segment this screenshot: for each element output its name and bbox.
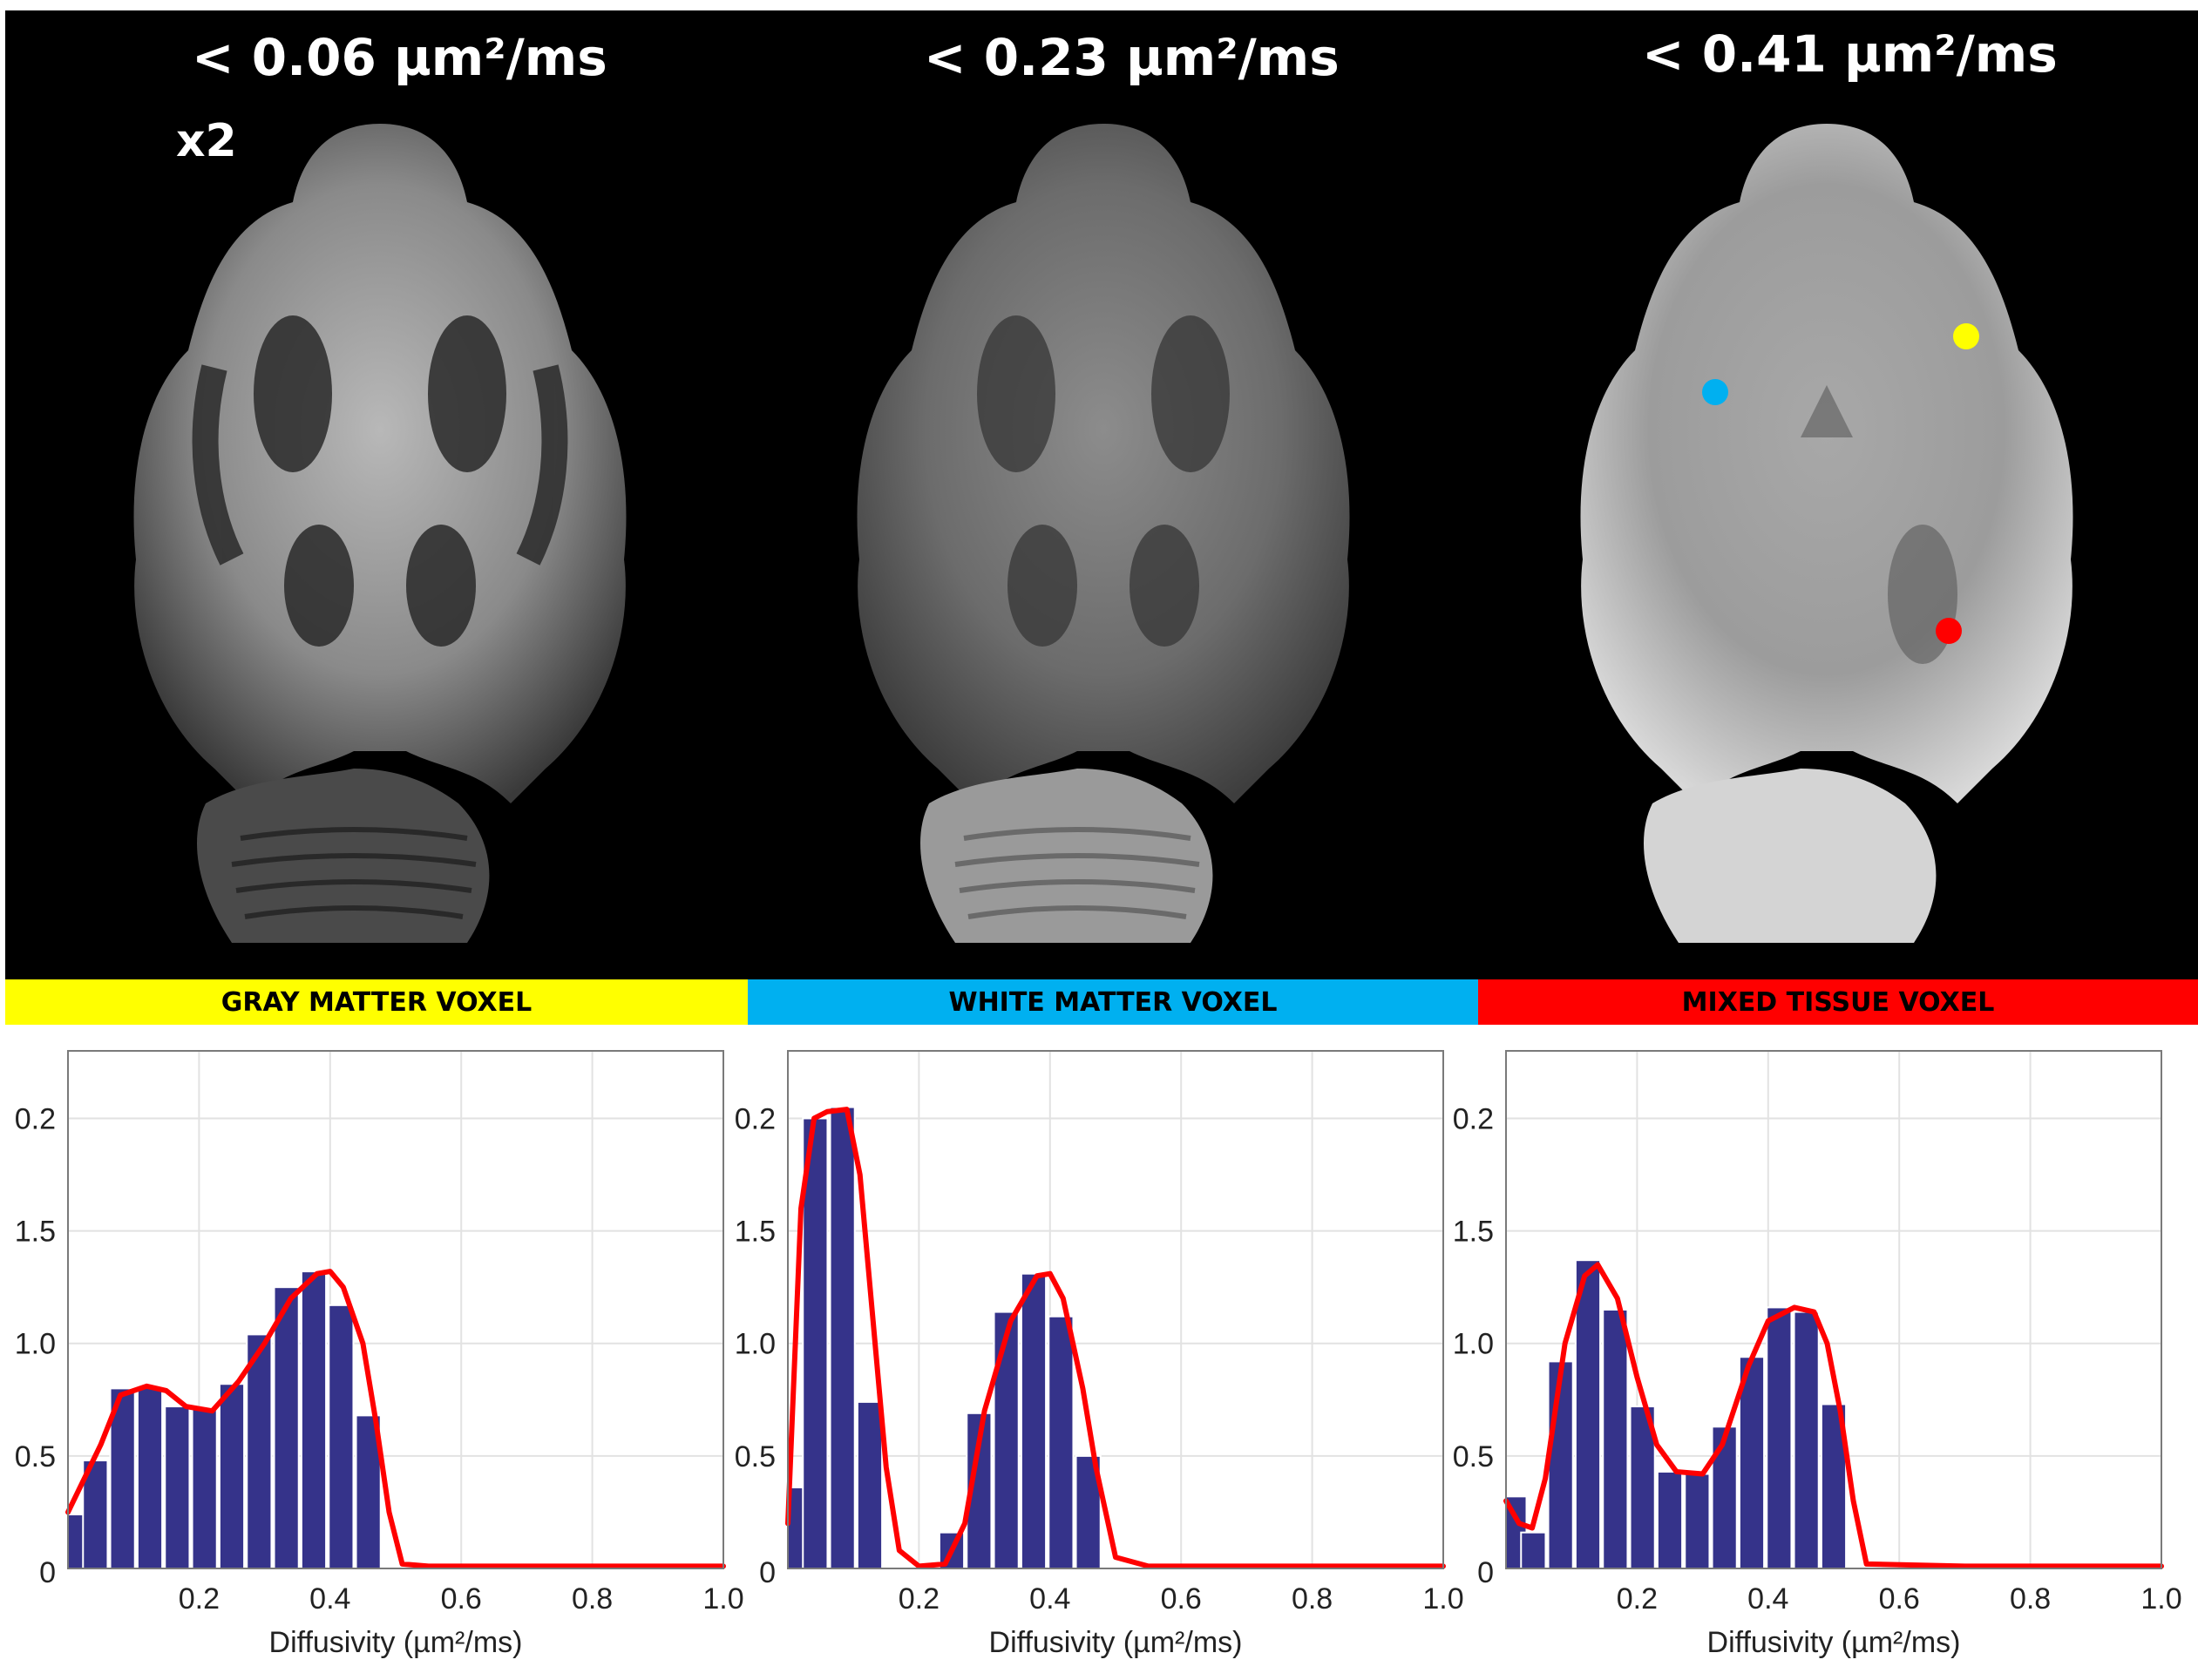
y-tick-label: 1.5 — [1453, 1216, 1494, 1249]
histogram-bar — [1684, 1473, 1711, 1569]
histogram-bar — [829, 1106, 856, 1569]
mixed-tissue-banner: MIXED TISSUE VOXEL — [1478, 979, 2198, 1025]
y-tick-label: 1.5 — [15, 1216, 56, 1249]
x-tick-label: 1.0 — [1422, 1582, 1463, 1616]
mixed-tissue-banner-label: MIXED TISSUE VOXEL — [1681, 986, 1995, 1018]
histogram-bar — [328, 1304, 355, 1570]
y-tick-label: 0.5 — [735, 1440, 776, 1473]
voxel-banner-row: GRAY MATTER VOXEL WHITE MATTER VOXEL MIX… — [5, 979, 2198, 1025]
histogram-1: 0 0.5 1.0 1.5 0.2 0.2 0.4 0.6 0.8 1.0 Diffusivity … — [15, 1050, 744, 1659]
x-tick-label: 0.2 — [1617, 1582, 1658, 1616]
histogram-bar — [273, 1286, 300, 1570]
histogram-bar — [802, 1117, 829, 1569]
fit-curve — [1503, 1262, 2164, 1569]
map-scale-label: x2 — [176, 115, 237, 167]
white-matter-banner: WHITE MATTER VOXEL — [748, 979, 1478, 1025]
gray-matter-banner-label: GRAY MATTER VOXEL — [220, 986, 533, 1018]
brain-slice-2 — [857, 124, 1350, 943]
histogram-bar — [1547, 1360, 1574, 1570]
x-tick-label: 0.6 — [1879, 1582, 1920, 1616]
histogram-bar — [300, 1270, 328, 1570]
x-tick-label: 0.4 — [1029, 1582, 1070, 1616]
histogram-bar — [1766, 1306, 1793, 1569]
histogram-bar — [1793, 1311, 1820, 1570]
y-tick-label: 0 — [1477, 1556, 1494, 1589]
histogram-bar — [164, 1406, 191, 1569]
histogram-bar — [1020, 1272, 1048, 1569]
diffusivity-map-panel: < 0.06 µm²/ms x2 < 0.23 µm²/ms < 0.41 µm… — [5, 10, 2198, 983]
x-tick-label: 0.8 — [572, 1582, 613, 1616]
white-matter-voxel-marker — [1702, 379, 1728, 405]
x-tick-label: 0.4 — [309, 1582, 350, 1616]
histogram-bar — [1656, 1470, 1684, 1570]
x-tick-label: 0.6 — [1161, 1582, 1202, 1616]
y-tick-label: 0 — [39, 1556, 56, 1589]
y-tick-label: 0.5 — [15, 1440, 56, 1473]
histogram-bar — [856, 1400, 884, 1569]
x-tick-label: 0.8 — [2010, 1582, 2051, 1616]
brain-slice-1 — [133, 124, 627, 943]
mixed-tissue-voxel-marker — [1936, 618, 1962, 644]
histogram-3: 0 0.5 1.0 1.5 0.2 0.2 0.4 0.6 0.8 1.0 Diffusivity … — [1453, 1050, 2182, 1659]
gray-matter-voxel-marker — [1953, 323, 1979, 349]
histogram-bar — [1711, 1426, 1738, 1569]
x-tick-label: 0.8 — [1292, 1582, 1333, 1616]
y-tick-label: 1.0 — [1453, 1328, 1494, 1361]
plot-frame — [787, 1050, 1444, 1569]
y-tick-label: 0 — [759, 1556, 776, 1589]
plot-border — [67, 1050, 724, 1569]
plot-border — [1505, 1050, 2162, 1569]
map-title-3: < 0.41 µm²/ms — [1642, 24, 2058, 84]
histogram-bar — [246, 1333, 273, 1569]
y-tick-label: 1.0 — [735, 1328, 776, 1361]
histogram-bar — [109, 1387, 136, 1570]
map-title-2: < 0.23 µm²/ms — [924, 28, 1340, 87]
gray-matter-banner: GRAY MATTER VOXEL — [5, 979, 748, 1025]
y-tick-label: 0.5 — [1453, 1440, 1494, 1473]
histogram-bar — [1574, 1259, 1602, 1569]
y-tick-label: 0.2 — [735, 1102, 776, 1135]
histogram-bar — [136, 1385, 164, 1570]
histogram-bar — [218, 1383, 246, 1569]
x-tick-label: 0.4 — [1747, 1582, 1788, 1616]
y-tick-label: 1.0 — [15, 1328, 56, 1361]
x-axis-label: Diffusivity (µm²/ms) — [269, 1626, 523, 1659]
y-tick-label: 0.2 — [15, 1102, 56, 1135]
histogram-bar — [191, 1407, 218, 1569]
white-matter-banner-label: WHITE MATTER VOXEL — [948, 986, 1278, 1018]
x-axis-label: Diffusivity (µm²/ms) — [1707, 1626, 1961, 1659]
histogram-bar — [1520, 1531, 1547, 1569]
fit-curve — [65, 1269, 726, 1569]
fit-curve — [785, 1107, 1446, 1569]
x-tick-label: 0.6 — [441, 1582, 482, 1616]
histogram-bar — [1629, 1406, 1656, 1569]
map-title-1: < 0.06 µm²/ms — [192, 28, 607, 87]
x-tick-label: 0.2 — [179, 1582, 220, 1616]
x-tick-label: 1.0 — [702, 1582, 743, 1616]
histogram-bar — [1738, 1356, 1766, 1569]
histogram-bar — [1048, 1315, 1075, 1569]
histogram-bar — [1602, 1309, 1629, 1569]
x-tick-label: 1.0 — [2140, 1582, 2181, 1616]
histogram-bar — [993, 1311, 1020, 1570]
histogram-2: 0 0.5 1.0 1.5 0.2 0.2 0.4 0.6 0.8 1.0 Diffusivity … — [735, 1050, 1464, 1659]
plot-border — [787, 1050, 1444, 1569]
y-tick-label: 0.2 — [1453, 1102, 1494, 1135]
x-tick-label: 0.2 — [899, 1582, 940, 1616]
y-tick-label: 1.5 — [735, 1216, 776, 1249]
x-axis-label: Diffusivity (µm²/ms) — [989, 1626, 1243, 1659]
